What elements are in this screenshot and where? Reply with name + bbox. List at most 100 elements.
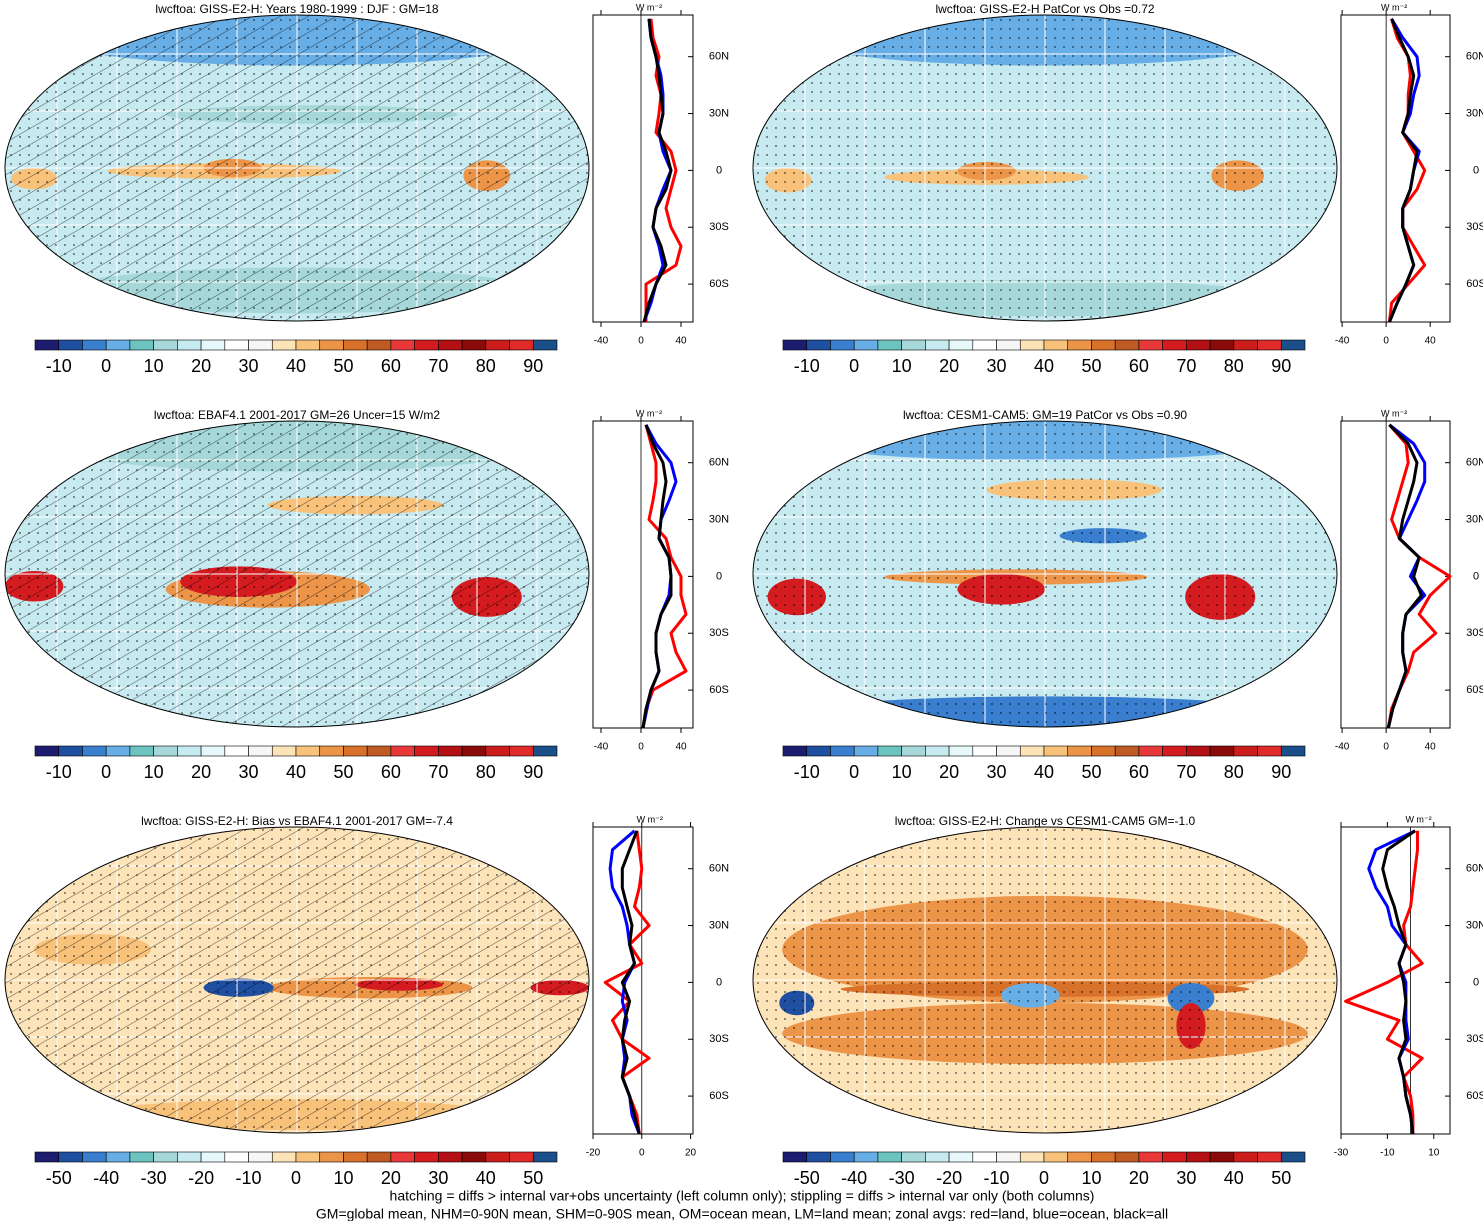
colorbar-label: 70	[1176, 356, 1196, 376]
colorbar-box	[509, 745, 534, 757]
zonal-frame	[592, 14, 694, 323]
colorbar-label: 0	[1039, 1168, 1049, 1188]
colorbar-box	[806, 339, 831, 351]
colorbar-box	[58, 1151, 83, 1163]
colorbar-box	[319, 1151, 344, 1163]
colorbar-box	[853, 745, 879, 757]
colorbar-box	[1091, 745, 1116, 757]
colorbar-label: 60	[1129, 762, 1149, 782]
map-outline	[752, 14, 1338, 322]
colorbar-label: -10	[984, 1168, 1010, 1188]
colorbar-box	[830, 1151, 855, 1163]
x-tick-label: 40	[675, 336, 687, 347]
colorbar-box	[248, 1151, 273, 1163]
colorbar-box	[972, 339, 997, 351]
map	[5, 15, 589, 321]
colorbar-label: 40	[286, 356, 306, 376]
colorbar-box	[1209, 1151, 1235, 1163]
y-tick-label: 60S	[709, 1090, 729, 1102]
footnote: hatching = diffs > internal var+obs unce…	[390, 1188, 1095, 1204]
colorbar-box	[271, 745, 297, 757]
zonal-frame	[1340, 826, 1451, 1135]
map-outline	[752, 826, 1338, 1134]
colorbar-label: 0	[849, 356, 859, 376]
colorbar-box	[925, 1151, 950, 1163]
map	[753, 827, 1337, 1133]
y-tick-label: 30N	[1466, 513, 1483, 525]
map	[753, 421, 1337, 727]
map-outline	[4, 14, 590, 322]
colorbar-box	[438, 339, 463, 351]
colorbar-label: 10	[1081, 1168, 1101, 1188]
y-tick-label: 60N	[709, 863, 729, 875]
units-label: W m⁻²	[637, 814, 663, 824]
footnote: GM=global mean, NHM=0-90N mean, SHM=0-90…	[316, 1206, 1168, 1221]
colorbar-box	[1162, 745, 1187, 757]
x-tick-label: -10	[1380, 1148, 1395, 1159]
colorbar-box	[1043, 339, 1069, 351]
colorbar-box	[390, 1151, 415, 1163]
colorbar-box	[1186, 339, 1211, 351]
colorbar-label: 50	[523, 1168, 543, 1188]
zonal-line	[1381, 829, 1417, 1135]
colorbar-box	[485, 745, 510, 757]
panel-title: lwcftoa: GISS-E2-H: Years 1980-1999 : DJ…	[155, 2, 438, 16]
colorbar-box	[414, 339, 439, 351]
zonal-line	[1387, 18, 1427, 323]
y-tick-label: 30N	[1466, 107, 1483, 119]
colorbar-box	[248, 745, 273, 757]
colorbar-box	[1209, 339, 1235, 351]
colorbar-label: 0	[101, 762, 111, 782]
colorbar-box	[901, 745, 926, 757]
colorbar-box	[34, 339, 60, 351]
units-label: W m⁻²	[1381, 2, 1407, 12]
y-tick-label: 0	[716, 976, 722, 988]
zonal-line	[1388, 18, 1419, 323]
colorbar-label: 80	[476, 356, 496, 376]
colorbar-box	[366, 339, 392, 351]
y-tick-label: 30S	[1466, 1033, 1483, 1045]
y-tick-label: 60S	[1466, 684, 1483, 696]
colorbar-box	[438, 745, 463, 757]
colorbar-box	[509, 1151, 534, 1163]
x-tick-label: 0	[638, 742, 644, 753]
y-tick-label: 0	[716, 570, 722, 582]
colorbar-box	[830, 745, 855, 757]
colorbar-box	[948, 1151, 974, 1163]
colorbar-box	[1114, 339, 1140, 351]
colorbar-box	[509, 339, 534, 351]
x-tick-label: 0	[639, 1148, 645, 1159]
y-tick-label: 60N	[709, 51, 729, 63]
colorbar-label: 40	[1034, 356, 1054, 376]
zonal-line	[1386, 423, 1423, 729]
colorbar-label: 10	[333, 1168, 353, 1188]
colorbar-box	[224, 1151, 249, 1163]
hatching	[5, 15, 589, 321]
x-tick-label: -40	[1335, 742, 1350, 753]
y-tick-label: 60S	[709, 684, 729, 696]
colorbar-label: 20	[191, 762, 211, 782]
y-tick-label: 0	[1473, 164, 1479, 176]
colorbar-label: 20	[1129, 1168, 1149, 1188]
colorbar-box	[414, 1151, 439, 1163]
colorbar-box	[996, 1151, 1021, 1163]
colorbar-box	[129, 339, 154, 351]
x-tick-label: 40	[1425, 742, 1437, 753]
colorbar-label: 20	[191, 356, 211, 376]
colorbar-label: 40	[1224, 1168, 1244, 1188]
colorbar-box	[1019, 745, 1045, 757]
colorbar-label: -20	[936, 1168, 962, 1188]
y-tick-label: 60N	[1466, 863, 1483, 875]
colorbar-box	[295, 745, 321, 757]
colorbar-box	[153, 1151, 178, 1163]
colorbar-box	[925, 745, 950, 757]
colorbar-box	[877, 745, 902, 757]
colorbar-box	[319, 745, 344, 757]
colorbar-box	[1233, 1151, 1258, 1163]
colorbar-box	[343, 1151, 368, 1163]
colorbar-label: 0	[101, 356, 111, 376]
units-label: W m⁻²	[636, 2, 662, 12]
x-tick-label: -30	[1334, 1148, 1349, 1159]
colorbar-box	[948, 339, 974, 351]
zonal-line	[641, 424, 673, 729]
